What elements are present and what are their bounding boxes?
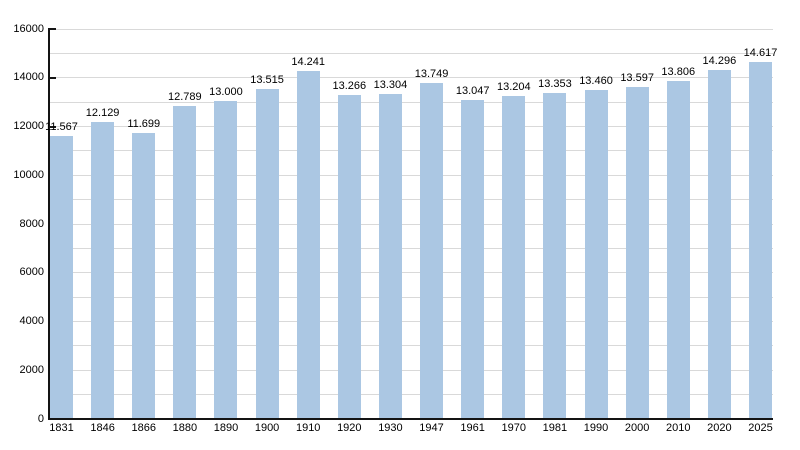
bar-value-label: 13.749 xyxy=(414,67,449,80)
y-axis-label: 2000 xyxy=(19,363,44,376)
bar xyxy=(749,61,772,418)
bar-value-label: 14.617 xyxy=(743,46,778,59)
y-axis-label: 6000 xyxy=(19,266,44,279)
bar-value-label: 12.129 xyxy=(85,107,120,120)
bar-value-label: 13.597 xyxy=(620,71,654,84)
bar-value-label: 13.806 xyxy=(661,66,696,79)
x-axis-label: 2020 xyxy=(707,422,732,434)
bar xyxy=(255,88,279,418)
bar xyxy=(132,132,156,418)
bar xyxy=(461,99,485,418)
y-axis-line xyxy=(48,28,50,420)
bar-value-label: 12.789 xyxy=(168,91,202,104)
bar xyxy=(625,86,649,418)
y-axis-label: 12000 xyxy=(13,120,44,132)
y-gridline xyxy=(50,223,773,225)
y-gridline xyxy=(50,345,773,347)
x-axis-label: 1970 xyxy=(501,422,527,434)
x-axis-label: 2010 xyxy=(666,422,691,434)
y-gridline xyxy=(50,247,773,249)
bar xyxy=(502,96,526,418)
y-gridline xyxy=(50,28,773,30)
bar xyxy=(214,101,238,418)
x-axis-label: 1846 xyxy=(90,422,115,434)
y-gridline xyxy=(50,52,773,54)
bar xyxy=(173,106,197,418)
bar xyxy=(420,82,444,418)
bar xyxy=(337,94,361,418)
bar-value-label: 13.304 xyxy=(373,78,408,91)
bar-value-label: 13.515 xyxy=(250,73,284,86)
y-tick xyxy=(50,28,56,30)
y-gridline xyxy=(50,174,773,176)
x-axis-label: 1981 xyxy=(542,422,568,434)
x-axis-label: 1947 xyxy=(419,422,444,434)
y-gridline xyxy=(50,150,773,152)
y-axis-label: 8000 xyxy=(19,217,44,230)
x-axis-label: 1880 xyxy=(172,422,198,434)
y-tick xyxy=(50,76,56,79)
bar-value-label: 11.567 xyxy=(45,121,78,134)
bar-value-label: 13.000 xyxy=(209,86,243,99)
y-gridline xyxy=(50,126,773,127)
y-gridline xyxy=(50,369,773,371)
bar xyxy=(543,92,567,418)
bar-value-label: 13.204 xyxy=(496,81,531,94)
y-gridline xyxy=(50,296,773,298)
x-axis-label: 1961 xyxy=(460,422,485,434)
bar-value-label: 14.296 xyxy=(702,54,737,67)
bar xyxy=(707,69,731,418)
x-axis-label: 2025 xyxy=(748,422,773,434)
y-axis-label: 4000 xyxy=(19,315,44,327)
y-axis-label: 14000 xyxy=(13,71,44,84)
y-gridline xyxy=(50,321,773,322)
x-axis-label: 1900 xyxy=(254,422,280,434)
x-axis-label: 2000 xyxy=(624,422,650,434)
y-gridline xyxy=(50,272,773,274)
x-axis-label: 1910 xyxy=(295,422,321,434)
x-axis-label: 1990 xyxy=(583,422,609,434)
x-axis-label: 1866 xyxy=(131,422,156,434)
y-axis-label: 0 xyxy=(37,412,44,425)
y-gridline xyxy=(50,394,773,396)
bar-value-label: 13.266 xyxy=(332,79,367,92)
x-axis-label: 1920 xyxy=(337,422,362,434)
bar-value-label: 13.353 xyxy=(538,77,572,90)
bar xyxy=(666,81,690,418)
bar-value-label: 11.699 xyxy=(127,117,161,130)
y-gridline xyxy=(50,77,773,79)
x-axis-label: 1831 xyxy=(49,422,74,434)
y-axis-label: 16000 xyxy=(13,22,44,35)
bar xyxy=(378,93,402,418)
y-tick xyxy=(50,125,56,128)
bar xyxy=(91,122,115,418)
bar xyxy=(584,89,608,418)
x-axis-label: 1930 xyxy=(378,422,403,434)
x-axis-line xyxy=(48,418,773,420)
bar-value-label: 13.460 xyxy=(579,74,613,87)
bar xyxy=(296,70,320,418)
y-axis-label: 10000 xyxy=(13,168,44,181)
y-gridline xyxy=(50,199,773,201)
bar-value-label: 14.241 xyxy=(291,55,326,68)
y-gridline xyxy=(50,101,773,103)
x-axis-label: 1890 xyxy=(213,422,239,434)
bar-value-label: 13.047 xyxy=(455,84,490,97)
bar xyxy=(50,136,73,418)
